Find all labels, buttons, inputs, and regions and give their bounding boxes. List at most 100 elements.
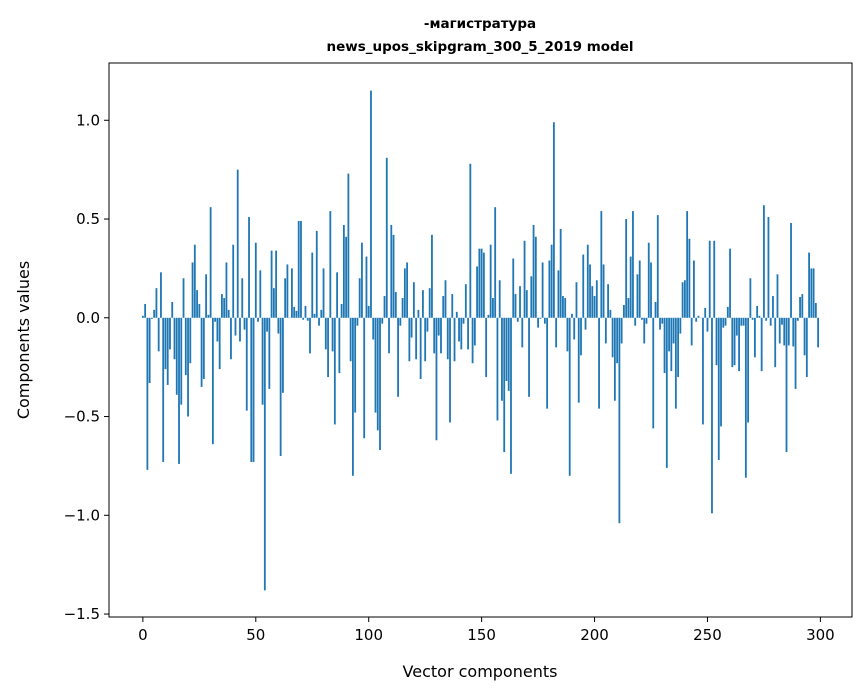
bar-254 (715, 317, 718, 366)
y-tick-label: −1.0 (64, 506, 100, 524)
bar-262 (733, 317, 736, 366)
bar-1 (144, 303, 147, 318)
bar-142 (462, 317, 465, 324)
bar-72 (304, 305, 307, 318)
bar-17 (180, 317, 183, 405)
bar-150 (480, 248, 483, 318)
bar-198 (589, 264, 591, 318)
bar-266 (742, 317, 745, 326)
bar-7 (157, 317, 160, 352)
plot-frame (108, 62, 853, 618)
bar-44 (241, 278, 244, 318)
bar-258 (724, 317, 727, 326)
bar-154 (489, 244, 492, 318)
bar-255 (717, 317, 720, 460)
bar-216 (629, 256, 632, 318)
bar-269 (749, 278, 752, 318)
bar-19 (184, 317, 187, 376)
bar-108 (385, 157, 388, 318)
bar-117 (406, 262, 409, 318)
x-tick-label: 200 (580, 626, 609, 644)
bar-21 (189, 317, 192, 364)
bar-54 (263, 317, 266, 591)
bar-103 (374, 317, 377, 413)
bar-128 (431, 234, 433, 318)
bar-171 (528, 317, 530, 397)
bar-55 (266, 317, 268, 332)
bar-251 (708, 240, 711, 318)
bar-161 (505, 317, 508, 381)
bar-289 (794, 317, 797, 389)
bar-277 (767, 217, 770, 318)
bar-259 (726, 306, 729, 318)
x-tick-label: 150 (467, 626, 496, 644)
bar-90 (345, 236, 348, 318)
bar-101 (370, 90, 372, 318)
bar-33 (216, 317, 219, 342)
bar-6 (155, 288, 158, 318)
bar-79 (320, 309, 323, 318)
bar-27 (202, 317, 205, 380)
bar-268 (747, 317, 750, 423)
x-tick-label: 100 (354, 626, 383, 644)
bar-243 (690, 317, 693, 346)
bar-176 (539, 317, 542, 319)
bar-249 (704, 307, 707, 318)
bar-172 (530, 276, 533, 318)
bar-208 (611, 317, 614, 358)
bar-41 (234, 317, 237, 336)
bar-15 (175, 317, 178, 395)
bar-39 (230, 317, 232, 360)
bar-45 (243, 317, 246, 330)
bar-111 (392, 234, 395, 318)
bar-94 (354, 317, 357, 413)
bar-222 (643, 317, 646, 344)
bar-63 (284, 278, 287, 318)
bar-190 (571, 313, 573, 318)
y-tick-label: 0.5 (76, 210, 100, 228)
bar-132 (440, 317, 442, 354)
bar-294 (805, 317, 808, 378)
bar-169 (523, 240, 526, 318)
bar-16 (178, 317, 180, 464)
bar-182 (552, 122, 555, 318)
bar-131 (437, 317, 440, 336)
bar-36 (223, 298, 226, 318)
bar-220 (638, 260, 641, 318)
bar-69 (297, 221, 300, 318)
bar-114 (399, 317, 402, 326)
bar-116 (403, 268, 406, 318)
bar-207 (609, 309, 612, 318)
bar-284 (783, 317, 786, 346)
bar-286 (787, 317, 790, 346)
bar-24 (196, 290, 198, 318)
bar-235 (672, 317, 675, 344)
bar-180 (548, 260, 551, 318)
bar-71 (302, 317, 305, 320)
y-axis-label: Components values (14, 261, 33, 419)
bar-205 (604, 317, 607, 344)
bar-144 (467, 317, 469, 350)
bar-293 (803, 317, 806, 356)
bar-62 (281, 317, 284, 393)
bar-53 (261, 317, 264, 405)
bar-22 (191, 262, 194, 318)
bar-118 (408, 317, 411, 362)
bar-158 (498, 280, 501, 318)
bar-66 (291, 268, 293, 318)
bar-50 (254, 242, 257, 318)
bar-298 (814, 302, 817, 318)
bar-267 (744, 317, 747, 478)
bar-83 (329, 211, 332, 318)
bar-295 (808, 252, 810, 318)
bar-35 (221, 294, 223, 318)
bar-93 (351, 317, 354, 476)
bar-52 (259, 270, 262, 318)
bar-225 (650, 262, 652, 318)
bar-100 (367, 305, 370, 318)
bar-5 (153, 309, 156, 318)
bar-201 (595, 280, 598, 318)
y-tick-label: −0.5 (64, 408, 100, 426)
bar-10 (164, 317, 167, 370)
bar-179 (546, 317, 549, 409)
